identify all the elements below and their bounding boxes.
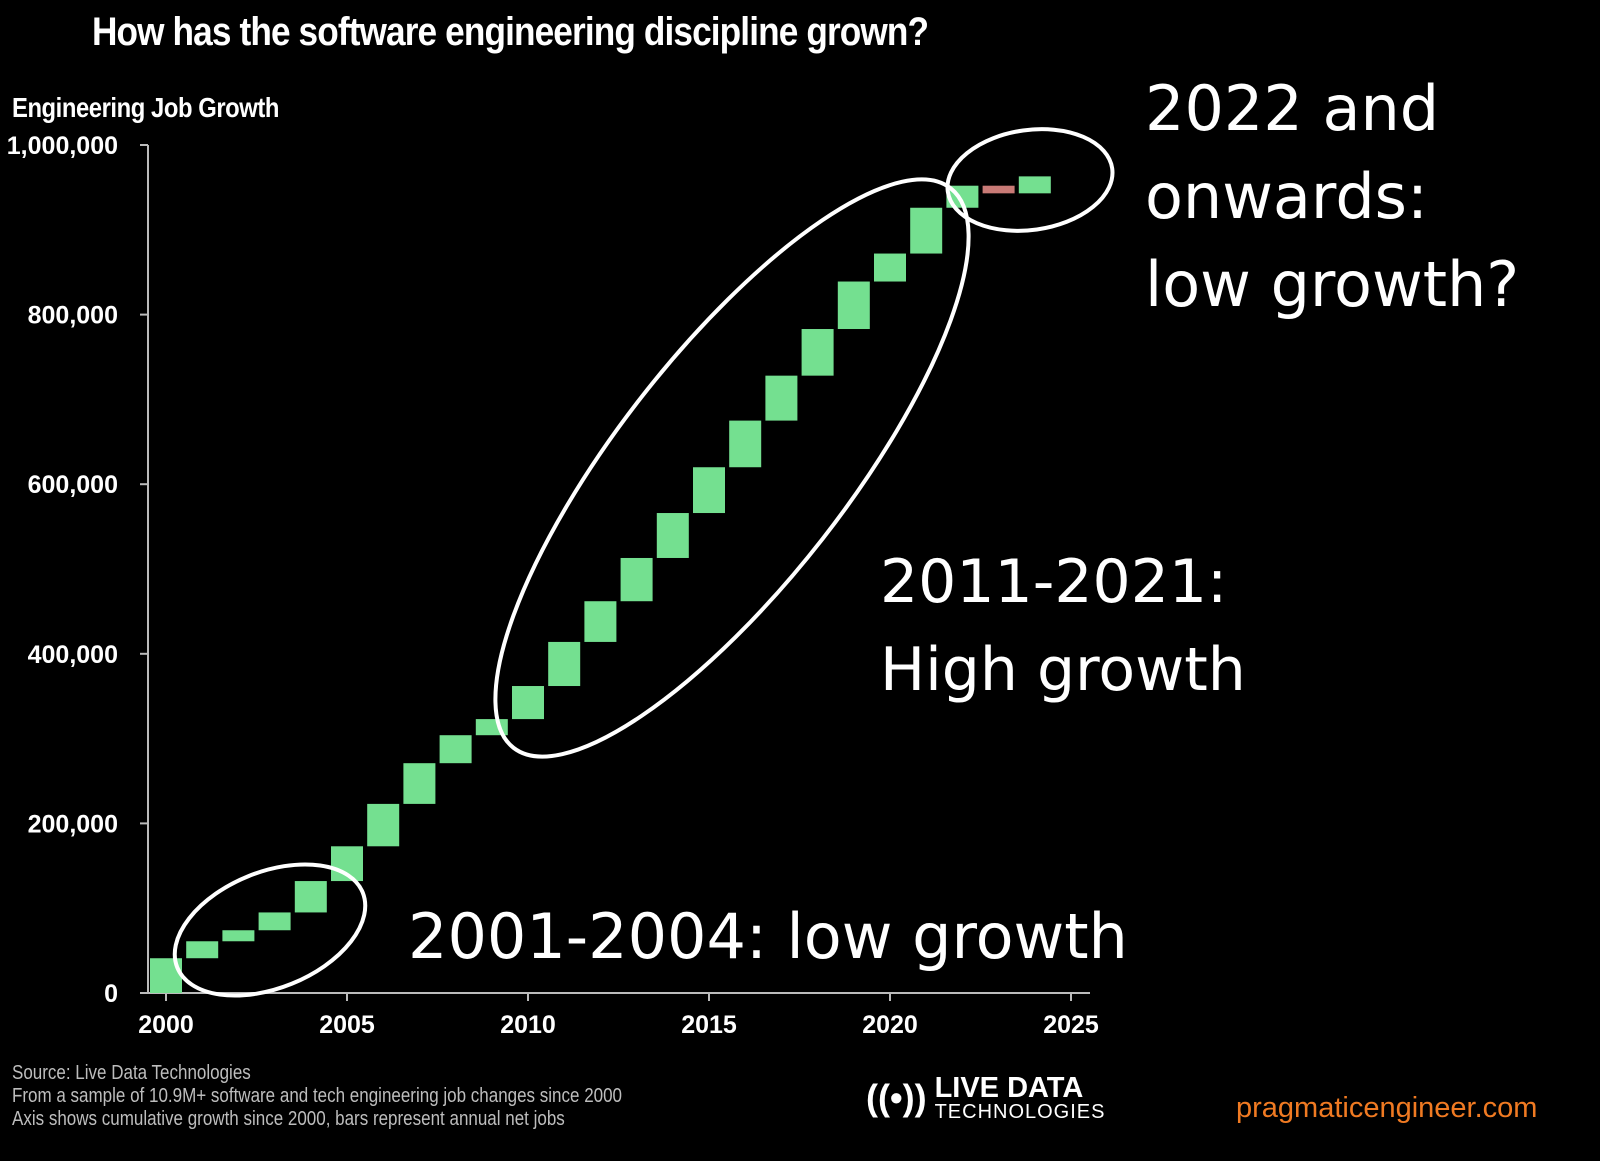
footer-source: Source: Live Data Technologies xyxy=(12,1062,251,1084)
x-tick-label: 2015 xyxy=(681,1011,737,1039)
annotation-recent-1: 2022 and xyxy=(1145,72,1439,145)
live-data-logo: ((•)) LIVE DATA TECHNOLOGIES xyxy=(866,1072,1106,1123)
x-tick-label: 2000 xyxy=(138,1011,194,1039)
annotation-recent-3: low growth? xyxy=(1145,248,1519,321)
x-tick-label: 2005 xyxy=(319,1011,375,1039)
annotation-recent-2: onwards: xyxy=(1145,160,1428,233)
x-tick-label: 2010 xyxy=(500,1011,556,1039)
bar-2011 xyxy=(548,641,581,687)
x-tick-label: 2020 xyxy=(862,1011,918,1039)
y-tick-label: 200,000 xyxy=(28,810,118,838)
y-tick-label: 600,000 xyxy=(28,471,118,499)
y-tick-label: 0 xyxy=(104,980,118,1008)
y-axis-label: Engineering Job Growth xyxy=(12,92,280,123)
x-tick-label: 2025 xyxy=(1043,1011,1099,1039)
bar-2004 xyxy=(294,881,327,913)
annotation-circle-early xyxy=(172,862,368,998)
bar-2003 xyxy=(258,912,291,931)
annotation-high-1: 2011-2021: xyxy=(880,547,1227,617)
bar-2017 xyxy=(765,375,798,421)
bar-2020 xyxy=(874,253,906,282)
bar-2019 xyxy=(837,281,870,330)
bar-2021 xyxy=(910,207,943,254)
annotation-high-2: High growth xyxy=(880,635,1246,705)
y-tick-label: 400,000 xyxy=(28,641,118,669)
bar-2002 xyxy=(222,930,255,942)
bar-2007 xyxy=(403,763,436,804)
footer-axis-note: Axis shows cumulative growth since 2000,… xyxy=(12,1108,565,1130)
footer-notes: Source: Live Data Technologies From a sa… xyxy=(12,1062,622,1131)
annotation-early: 2001-2004: low growth xyxy=(408,900,1128,973)
y-tick-label: 800,000 xyxy=(28,302,118,330)
annotation-circle-recent xyxy=(945,127,1115,233)
bar-2008 xyxy=(439,735,472,764)
bar-2012 xyxy=(584,601,617,642)
bar-2013 xyxy=(620,557,653,602)
site-link[interactable]: pragmaticengineer.com xyxy=(1236,1092,1538,1124)
annotation-circle-high xyxy=(493,177,971,759)
logo-line1: LIVE DATA xyxy=(934,1072,1084,1104)
y-tick-label: 1,000,000 xyxy=(7,132,118,160)
bar-2010 xyxy=(512,686,544,720)
logo-line2: TECHNOLOGIES xyxy=(934,1101,1106,1123)
bar-2001 xyxy=(186,941,219,959)
chart-title: How has the software engineering discipl… xyxy=(92,10,929,54)
bar-2023 xyxy=(982,185,1015,194)
bar-2006 xyxy=(367,803,400,847)
bar-2014 xyxy=(656,513,689,558)
bar-2024 xyxy=(1018,176,1051,194)
bar-2018 xyxy=(801,329,834,376)
broadcast-icon: ((•)) xyxy=(866,1077,927,1118)
bar-2016 xyxy=(729,420,762,468)
footer-sample: From a sample of 10.9M+ software and tec… xyxy=(12,1085,623,1107)
bar-2015 xyxy=(693,467,725,514)
